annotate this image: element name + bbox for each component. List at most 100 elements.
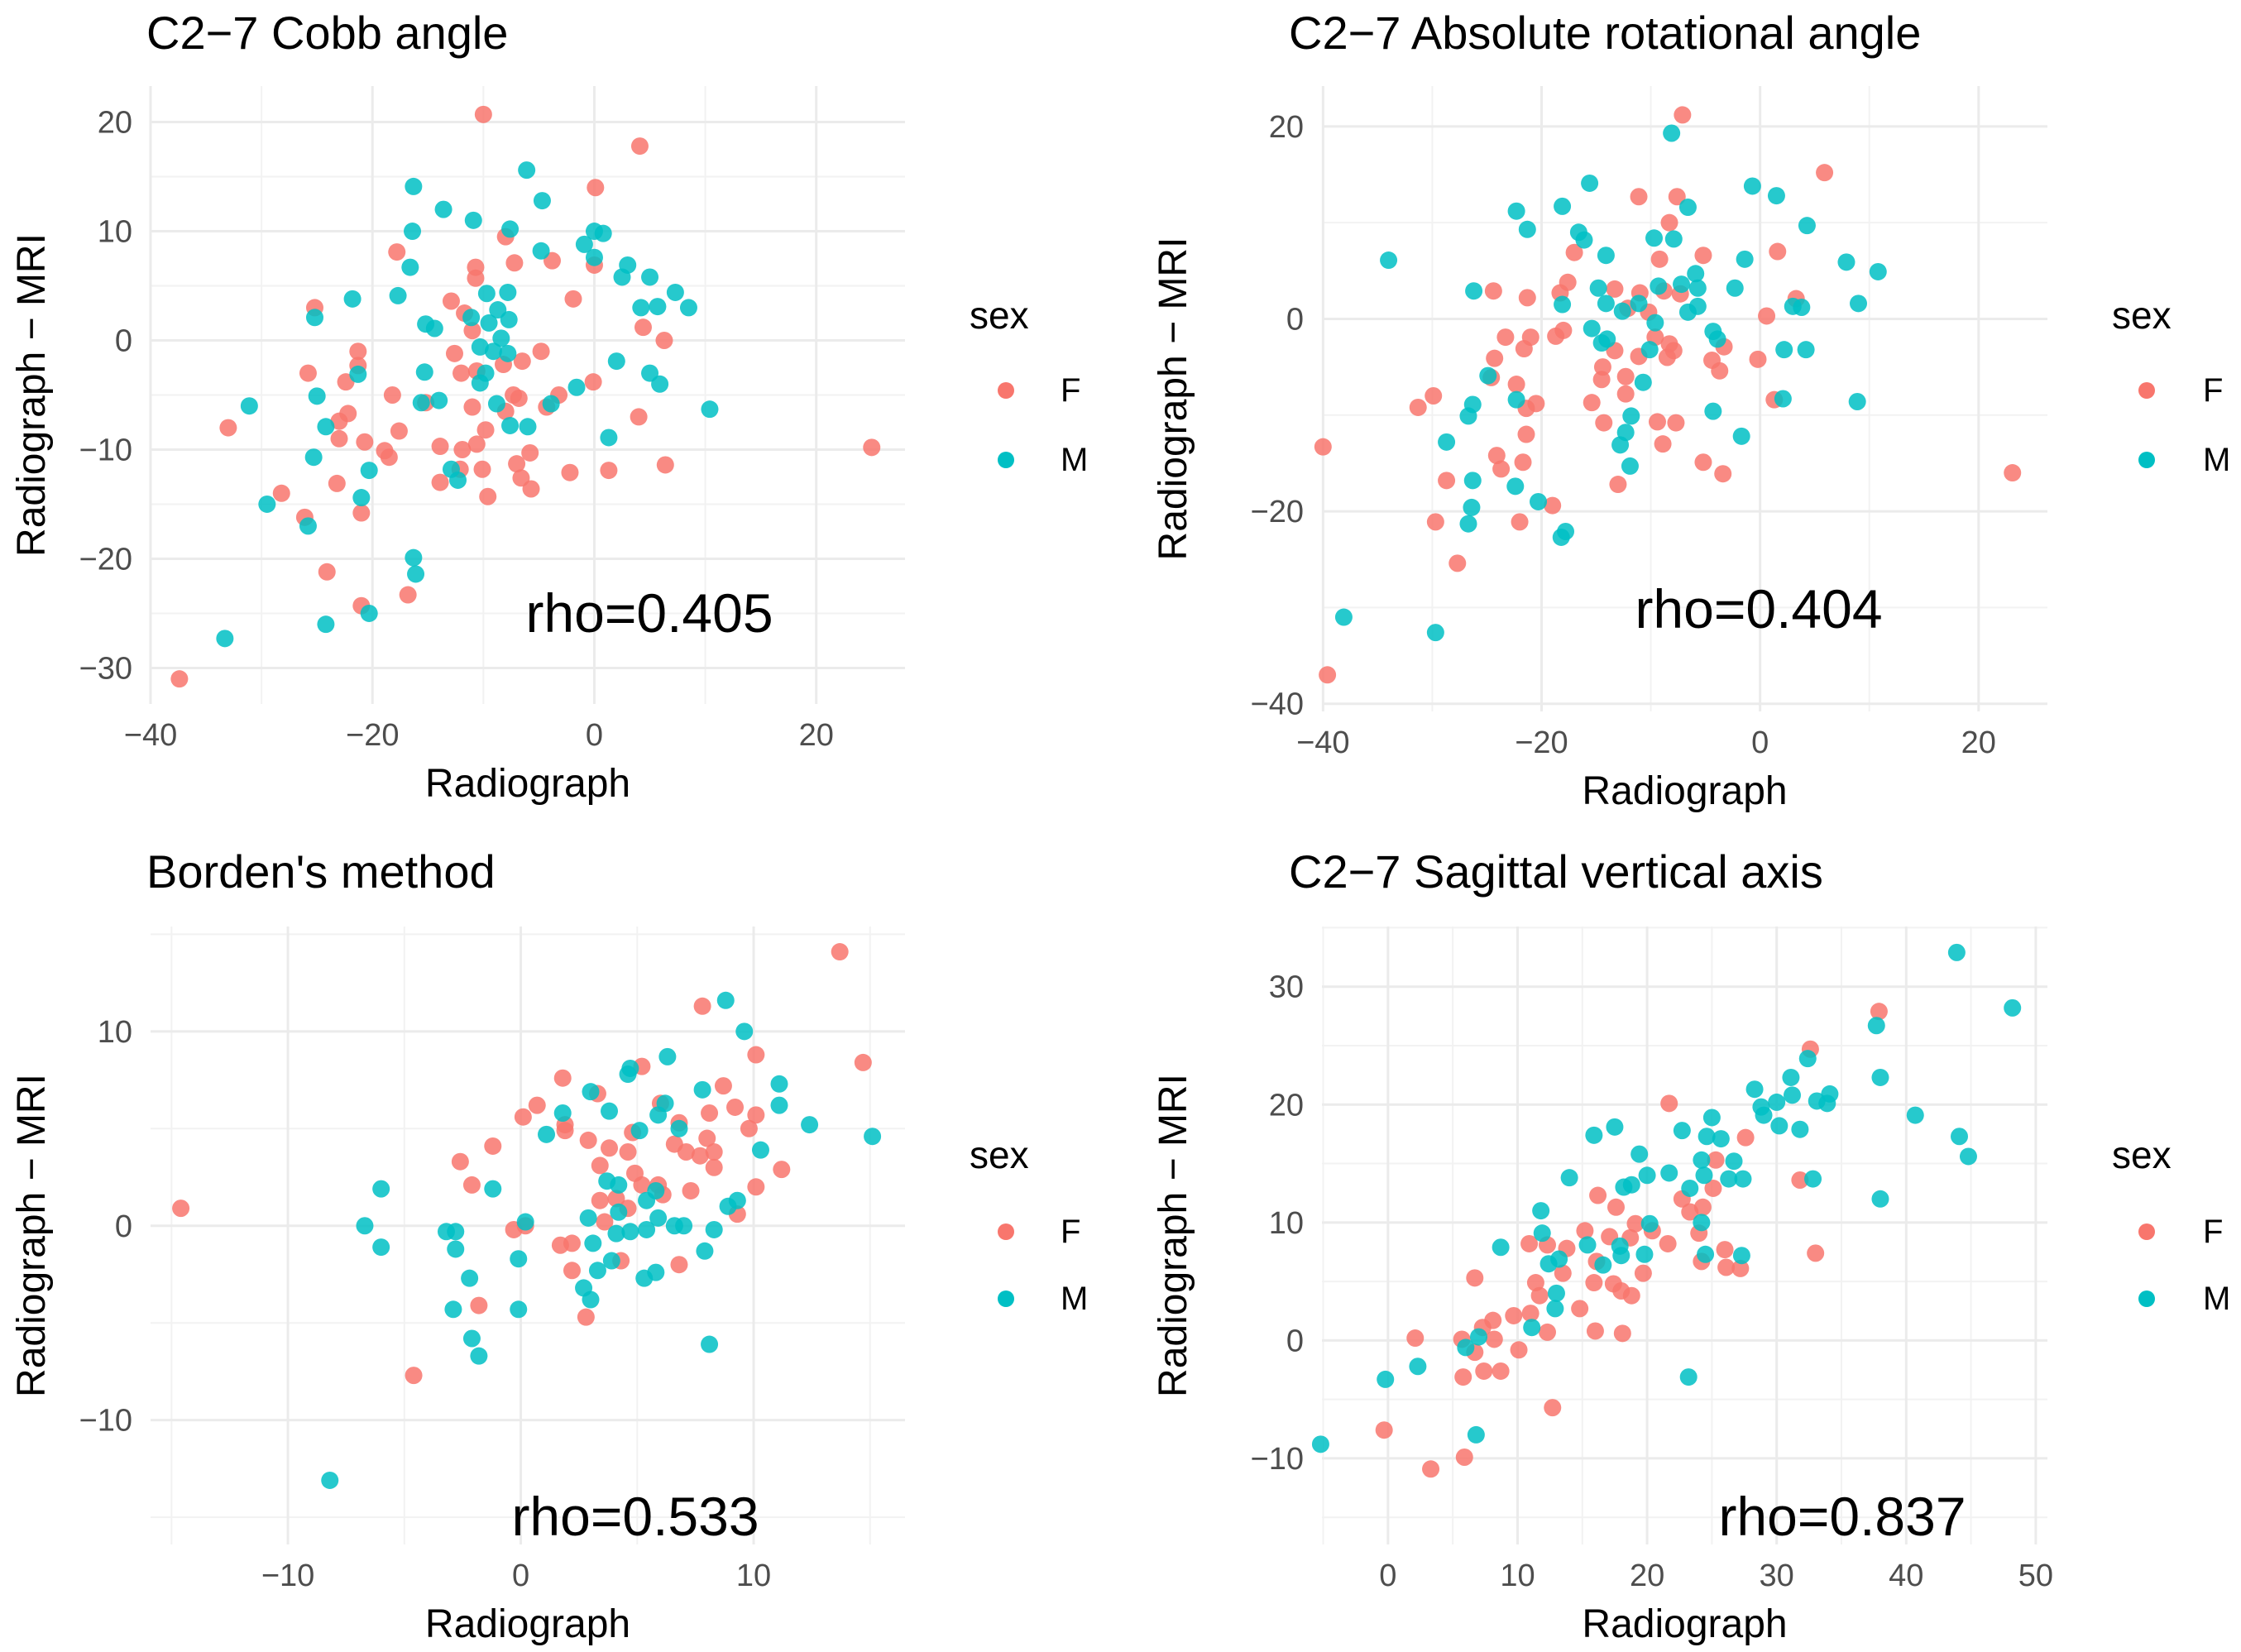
data-point-f — [705, 1142, 723, 1161]
panel-title: C2−7 Absolute rotational angle — [1289, 7, 1922, 59]
data-point-f — [388, 243, 406, 261]
data-point-m — [630, 1122, 649, 1140]
x-axis-title: Radiograph — [1582, 1602, 1787, 1646]
data-point-m — [240, 397, 258, 415]
x-tick-label: 40 — [1889, 1559, 1923, 1593]
data-point-m — [1720, 1170, 1738, 1188]
data-point-f — [1593, 358, 1611, 376]
data-point-f — [532, 342, 550, 361]
data-point-m — [610, 1203, 628, 1221]
data-point-f — [1714, 465, 1732, 483]
y-tick-label: 20 — [1269, 1088, 1304, 1123]
data-point-m — [304, 448, 323, 467]
data-point-f — [630, 137, 649, 156]
data-point-m — [1638, 1166, 1656, 1185]
data-point-m — [751, 1141, 769, 1159]
data-point-m — [666, 283, 684, 301]
data-point-f — [1659, 1234, 1677, 1252]
data-point-f — [462, 1176, 481, 1194]
data-point-f — [1492, 460, 1511, 478]
data-point-m — [1594, 1256, 1612, 1274]
data-point-m — [501, 220, 520, 238]
data-point-m — [1377, 1370, 1395, 1388]
data-point-m — [462, 309, 481, 327]
data-point-m — [696, 1242, 714, 1260]
data-point-m — [1634, 373, 1652, 391]
data-point-f — [451, 1152, 469, 1171]
data-point-f — [328, 474, 346, 492]
data-point-m — [1622, 407, 1640, 425]
data-point-f — [634, 318, 652, 337]
data-point-m — [585, 223, 603, 241]
data-point-m — [425, 319, 443, 338]
data-point-f — [479, 487, 497, 505]
data-point-m — [1547, 1284, 1565, 1302]
data-point-f — [299, 364, 317, 382]
data-point-f — [442, 292, 460, 310]
data-point-f — [596, 1213, 614, 1231]
data-point-m — [1871, 1068, 1889, 1086]
rho-annotation: rho=0.405 — [525, 582, 773, 644]
data-point-m — [1589, 279, 1607, 297]
data-point-f — [747, 1046, 765, 1064]
data-point-f — [473, 460, 491, 478]
data-point-m — [1532, 1202, 1550, 1220]
data-point-m — [601, 1102, 619, 1120]
data-point-m — [1469, 1328, 1487, 1346]
y-tick-label: −20 — [1251, 495, 1304, 529]
data-point-f — [508, 455, 526, 473]
data-point-m — [360, 604, 378, 622]
data-point-m — [519, 418, 537, 436]
data-point-f — [1406, 1329, 1425, 1348]
data-point-m — [638, 1220, 656, 1238]
data-point-f — [1736, 1128, 1755, 1147]
data-point-f — [1571, 1300, 1589, 1318]
data-point-f — [1660, 1094, 1678, 1113]
data-point-m — [1673, 1122, 1691, 1140]
data-point-f — [1630, 188, 1648, 206]
data-point-m — [1687, 265, 1705, 283]
data-point-m — [1645, 229, 1664, 247]
data-point-f — [1660, 213, 1678, 232]
data-point-m — [1463, 498, 1481, 516]
data-point-f — [318, 563, 336, 581]
data-point-m — [1673, 275, 1691, 294]
data-point-f — [577, 1308, 595, 1326]
data-point-m — [532, 242, 550, 260]
data-point-f — [453, 364, 471, 382]
data-point-m — [1635, 1245, 1654, 1263]
data-point-m — [1783, 1086, 1801, 1104]
x-tick-label: 20 — [799, 718, 834, 753]
legend-title: sex — [2112, 1133, 2172, 1176]
data-point-f — [1449, 554, 1467, 572]
data-point-m — [389, 286, 407, 304]
data-point-f — [172, 1199, 190, 1218]
data-point-m — [1688, 279, 1707, 297]
x-tick-label: −20 — [346, 718, 399, 753]
y-tick-label: 20 — [98, 106, 132, 141]
data-point-m — [600, 429, 618, 447]
data-point-f — [1650, 250, 1669, 268]
data-point-m — [728, 1191, 746, 1209]
data-point-m — [1768, 1093, 1786, 1111]
data-point-m — [1704, 402, 1722, 420]
data-point-m — [1380, 251, 1398, 270]
data-point-m — [770, 1075, 788, 1093]
legend-title: sex — [970, 294, 1029, 337]
data-point-m — [1585, 1126, 1603, 1144]
x-tick-label: 30 — [1760, 1559, 1794, 1593]
data-point-f — [1496, 328, 1515, 347]
data-point-m — [1745, 1080, 1764, 1099]
data-point-f — [705, 1158, 723, 1176]
data-point-m — [1612, 1247, 1630, 1265]
data-point-m — [1664, 230, 1683, 248]
data-point-f — [1606, 280, 1624, 298]
legend-dot-f — [998, 382, 1014, 399]
data-point-f — [1515, 340, 1533, 358]
data-point-m — [1465, 282, 1483, 300]
data-point-f — [740, 1119, 758, 1137]
data-point-f — [1749, 350, 1767, 368]
data-point-m — [317, 418, 335, 436]
data-point-f — [1514, 453, 1532, 472]
